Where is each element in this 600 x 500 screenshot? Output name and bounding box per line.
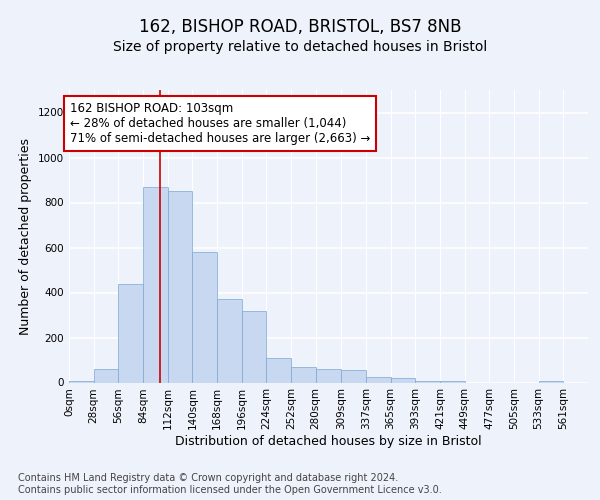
Bar: [167, 191, 193, 382]
Bar: [193, 252, 217, 382]
Text: 162 BISHOP ROAD: 103sqm
← 28% of detached houses are smaller (1,044)
71% of semi: 162 BISHOP ROAD: 103sqm ← 28% of detache…: [70, 102, 370, 146]
Bar: [291, 367, 316, 382]
Text: Size of property relative to detached houses in Bristol: Size of property relative to detached ho…: [113, 40, 487, 54]
X-axis label: Distribution of detached houses by size in Bristol: Distribution of detached houses by size …: [175, 435, 482, 448]
Bar: [391, 378, 415, 382]
Bar: [266, 358, 291, 382]
Bar: [341, 370, 366, 382]
Bar: [118, 284, 143, 382]
Bar: [366, 377, 391, 382]
Bar: [94, 369, 118, 382]
Bar: [217, 299, 242, 382]
Bar: [143, 186, 167, 382]
Text: 162, BISHOP ROAD, BRISTOL, BS7 8NB: 162, BISHOP ROAD, BRISTOL, BS7 8NB: [139, 18, 461, 36]
Bar: [242, 310, 266, 382]
Y-axis label: Number of detached properties: Number of detached properties: [19, 138, 32, 335]
Bar: [316, 369, 341, 382]
Text: Contains HM Land Registry data © Crown copyright and database right 2024.
Contai: Contains HM Land Registry data © Crown c…: [18, 474, 442, 495]
